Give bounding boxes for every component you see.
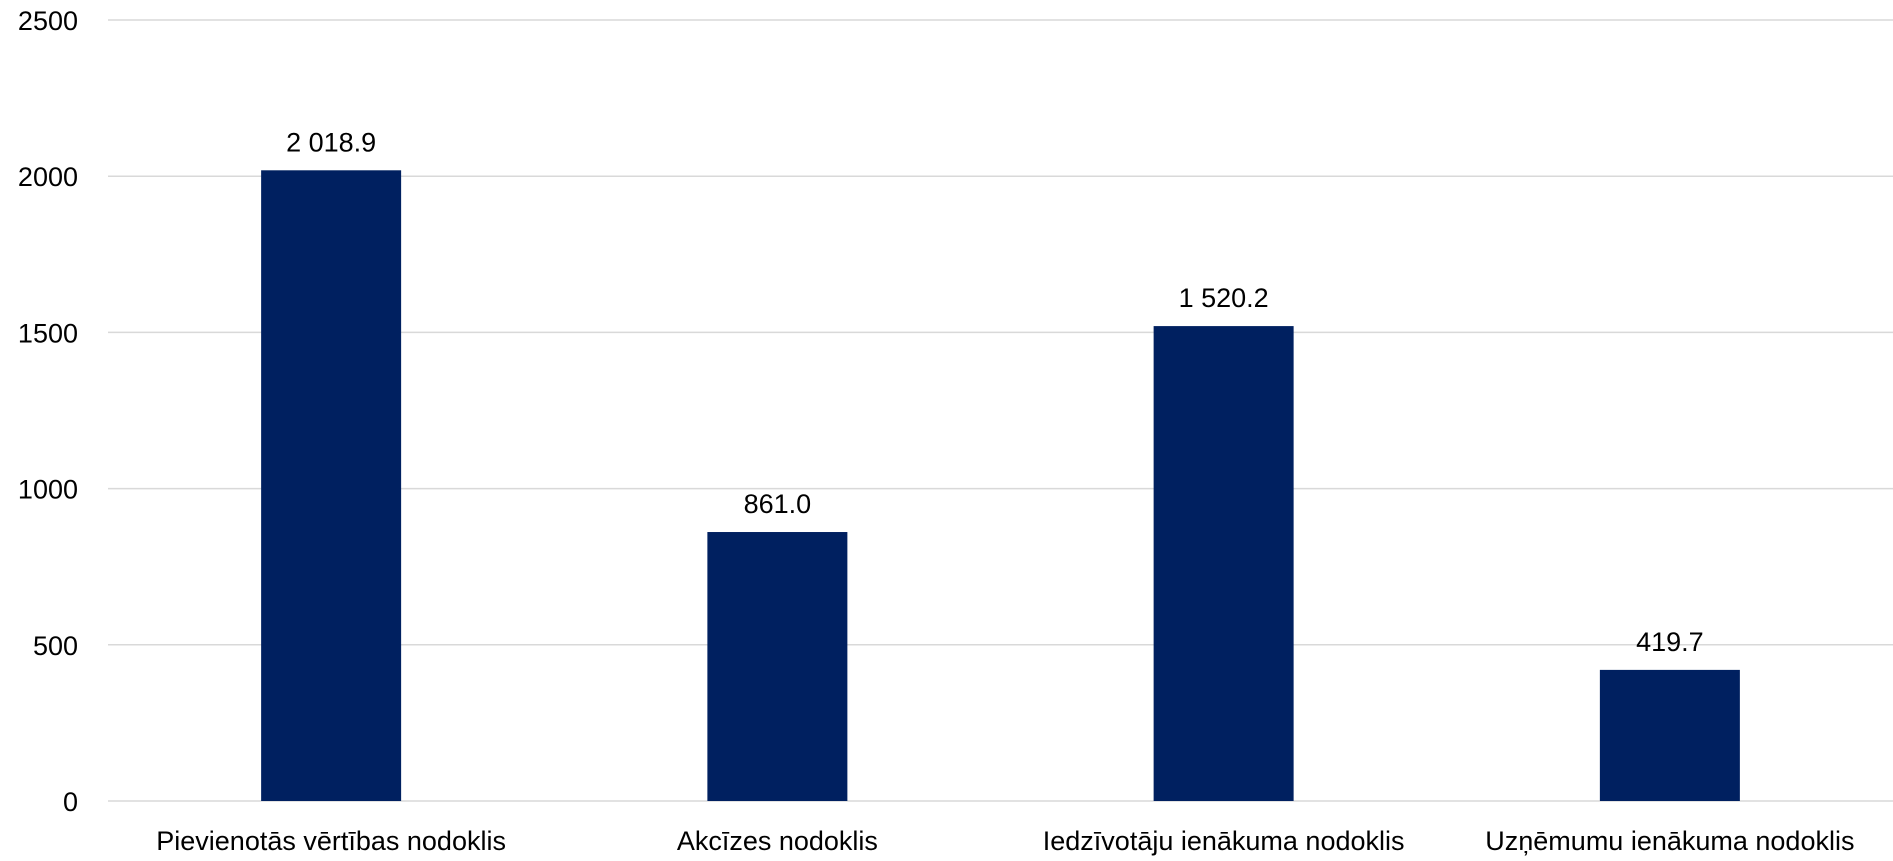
bar [261,170,402,801]
y-tick-label: 0 [63,787,78,817]
data-label: 861.0 [744,489,812,519]
x-category-label: Akcīzes nodoklis [677,826,878,856]
bars [261,170,1740,801]
y-tick-label: 500 [33,631,78,661]
y-tick-label: 1000 [18,475,78,505]
y-axis-tick-labels: 0 500 1000 1500 2000 2500 [18,6,78,817]
x-category-label: Uzņēmumu ienākuma nodoklis [1485,826,1854,856]
y-tick-label: 2500 [18,6,78,36]
data-label: 2 018.9 [286,127,376,157]
x-category-label: Pievienotās vērtības nodoklis [156,826,506,856]
data-labels: 2 018.9 861.0 1 520.2 419.7 [286,127,1704,657]
data-label: 419.7 [1636,627,1704,657]
data-label: 1 520.2 [1179,283,1269,313]
y-tick-label: 2000 [18,162,78,192]
gridlines [108,19,1893,802]
x-axis-category-labels: Pievienotās vērtības nodoklis Akcīzes nod… [156,826,1854,856]
bar [1153,326,1294,801]
bar [1599,669,1740,801]
bar [707,532,848,801]
x-category-label: Iedzīvotāju ienākuma nodoklis [1043,826,1405,856]
y-tick-label: 1500 [18,318,78,348]
